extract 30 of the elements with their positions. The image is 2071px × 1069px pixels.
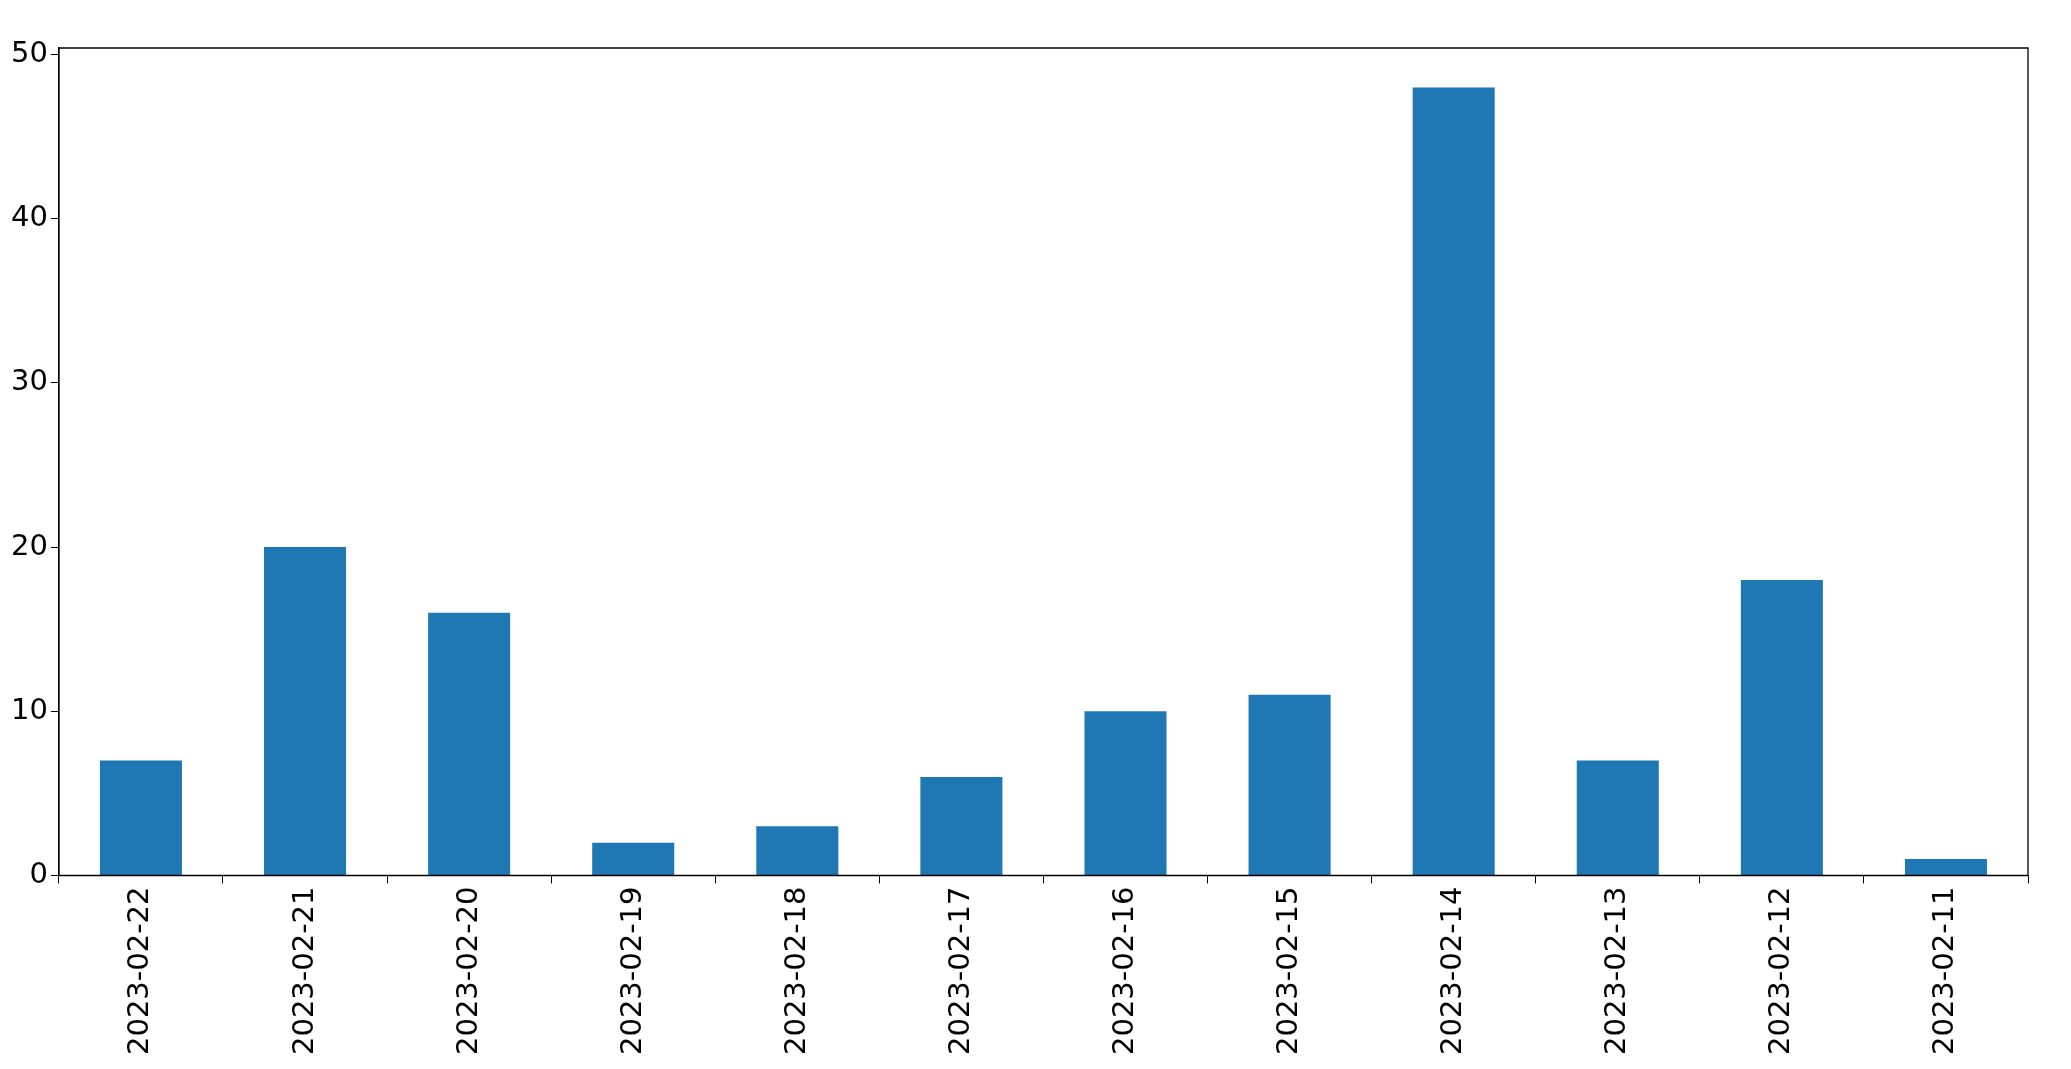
x-tick-label: 2023-02-21 (285, 886, 320, 1056)
y-tick-label: 20 (11, 527, 48, 562)
bar (920, 776, 1003, 875)
bar (99, 760, 182, 875)
x-tick-label: 2023-02-22 (121, 886, 156, 1056)
x-tick-label: 2023-02-17 (941, 886, 976, 1056)
x-tick-label: 2023-02-15 (1270, 886, 1305, 1056)
x-tick-label: 2023-02-12 (1762, 886, 1797, 1056)
bar (1412, 87, 1495, 875)
x-tick-label: 2023-02-18 (777, 886, 812, 1056)
x-tick-label: 2023-02-11 (1926, 886, 1961, 1056)
bar (428, 612, 511, 875)
bar (1904, 859, 1987, 875)
y-tick-label: 40 (11, 199, 48, 234)
y-tick-label: 10 (11, 691, 48, 726)
bar (1740, 579, 1823, 875)
y-tick-label: 30 (11, 363, 48, 398)
y-tick-label: 0 (29, 856, 48, 890)
y-tick-label: 50 (11, 35, 48, 70)
bar (1084, 711, 1167, 875)
bar (756, 826, 839, 875)
x-tick-label: 2023-02-16 (1106, 886, 1141, 1056)
bar (1576, 760, 1659, 875)
x-tick-label: 2023-02-19 (613, 886, 648, 1056)
x-tick-label: 2023-02-13 (1598, 886, 1633, 1056)
bar (264, 547, 347, 875)
bar (592, 842, 675, 875)
x-tick-label: 2023-02-20 (449, 886, 484, 1056)
bar (1248, 694, 1331, 875)
x-tick-label: 2023-02-14 (1434, 886, 1469, 1056)
